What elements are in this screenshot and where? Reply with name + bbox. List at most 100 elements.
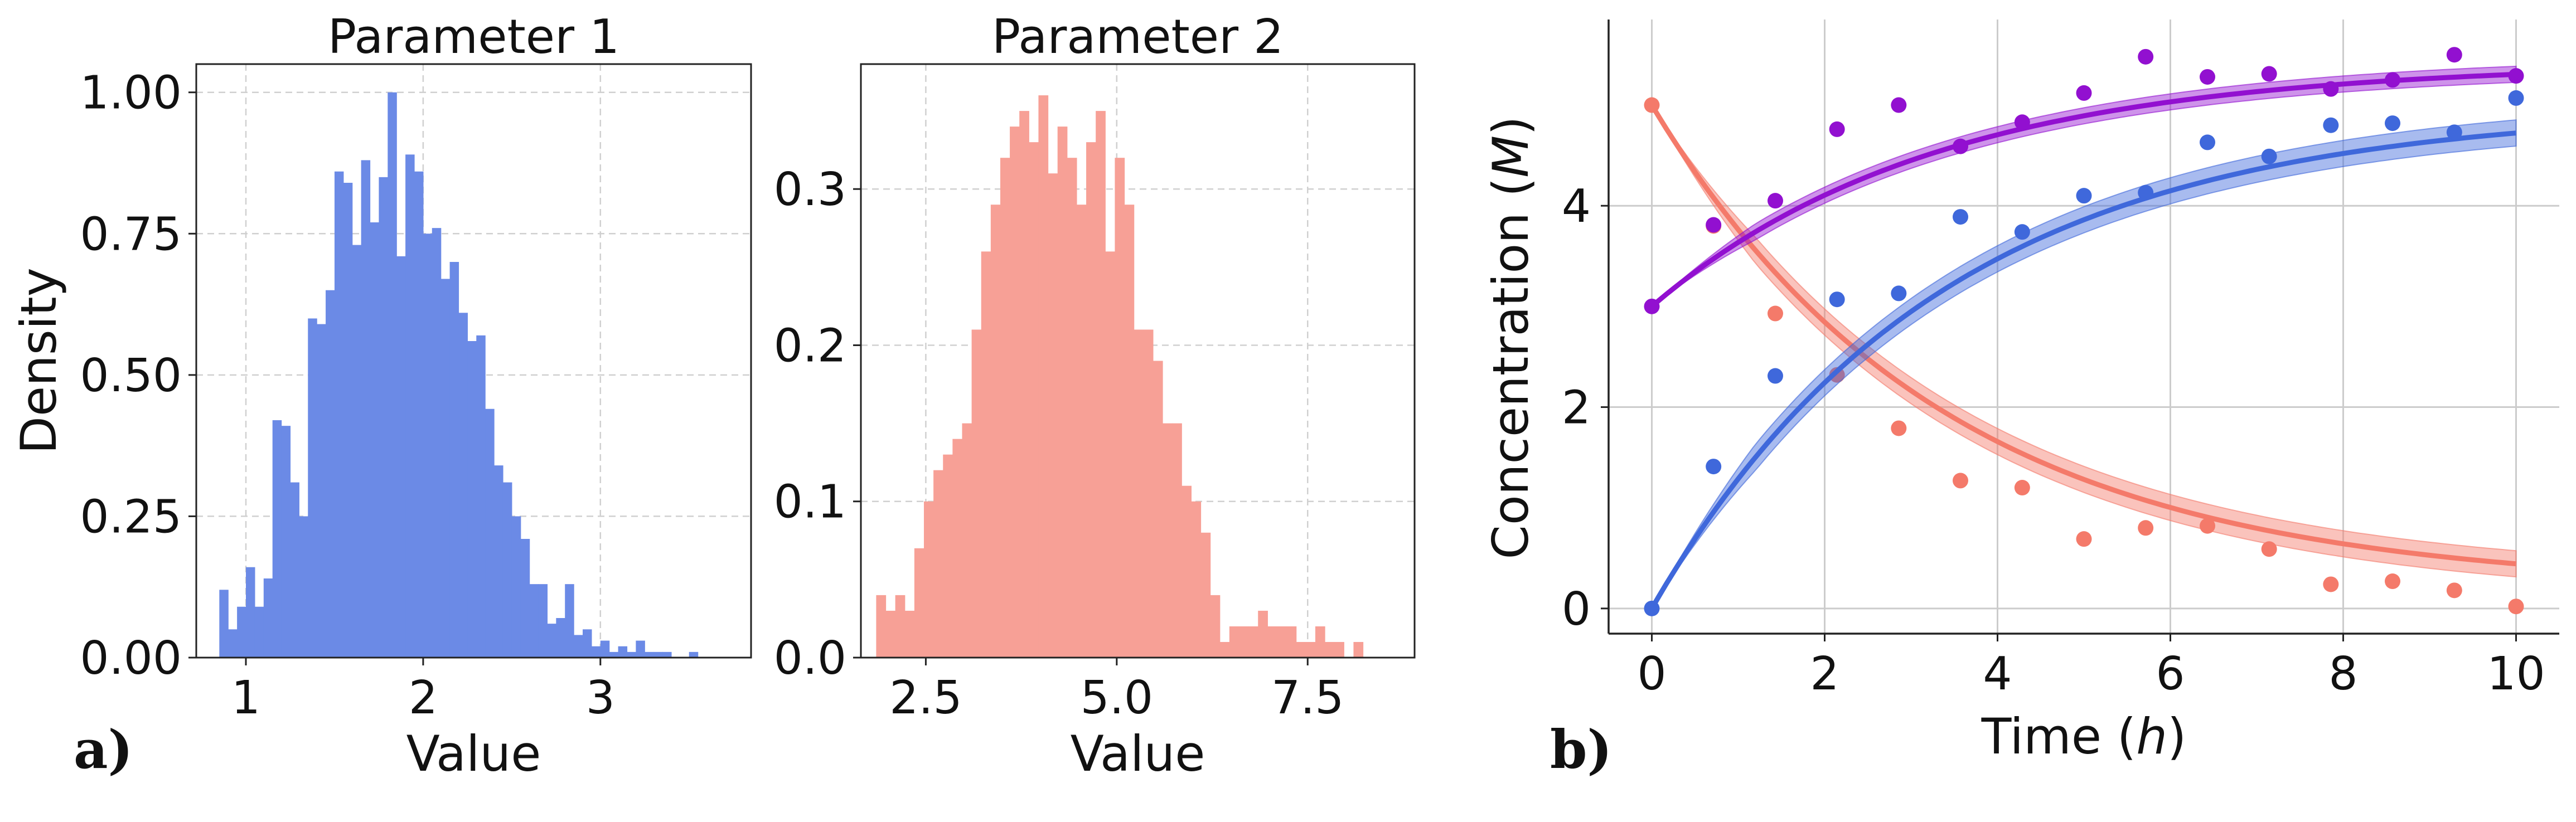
x-tick-label: 2 <box>409 672 438 724</box>
data-point <box>2385 72 2401 88</box>
y-axis-label: Concentration (M) <box>1482 116 1539 559</box>
data-point <box>1953 473 1969 489</box>
histogram-bar <box>1153 361 1163 658</box>
histogram-bar <box>254 606 264 658</box>
histogram-bar <box>1048 173 1058 658</box>
histogram-bar <box>458 313 468 658</box>
histogram-bar <box>662 651 672 658</box>
x-tick-label: 5.0 <box>1081 672 1153 724</box>
y-tick-label: 0.25 <box>80 490 182 543</box>
histogram-bar <box>1134 329 1144 658</box>
x-tick-label: 2.5 <box>889 672 962 724</box>
histogram-bar <box>1210 595 1221 658</box>
histogram-bar <box>1115 158 1125 658</box>
histogram-bar <box>440 279 451 658</box>
y-tick-label: 0.50 <box>80 349 182 402</box>
fit-line <box>1650 71 2516 309</box>
data-point <box>2014 480 2030 496</box>
concentration-time-plot: 0 2 4 6 8 10 0 2 4 Time (h) Concentration (M) <box>1482 20 2559 765</box>
histogram-bar <box>1172 423 1182 658</box>
histogram-bar <box>1334 641 1344 658</box>
y-tick-label: 0.2 <box>774 319 846 372</box>
histogram-parameter-1: 1 2 3 0.00 0.25 0.50 0.75 1.00 Parameter 1 Value D… <box>10 9 752 782</box>
fit-line <box>1649 130 2516 610</box>
data-point <box>1953 138 1969 154</box>
histogram-bar <box>520 539 530 658</box>
histogram-bar <box>1086 142 1096 658</box>
histogram-bar <box>1353 641 1364 658</box>
histogram-bar <box>511 516 521 658</box>
x-tick-label: 2 <box>1810 648 1839 701</box>
x-tick-label: 3 <box>586 672 615 724</box>
data-point <box>1767 368 1783 384</box>
data-point <box>2446 47 2462 63</box>
confidence-band <box>1651 105 2517 578</box>
histogram-bar <box>388 92 397 658</box>
histogram-bar <box>432 228 442 658</box>
data-point <box>1767 193 1783 209</box>
histogram-bar <box>1325 641 1335 658</box>
data-point <box>2385 115 2401 132</box>
data-point <box>2138 48 2154 65</box>
panel-label-a: a) <box>74 719 133 781</box>
histogram-bar <box>1258 610 1268 658</box>
histogram-bar <box>352 245 362 658</box>
chart-title: Parameter 2 <box>992 9 1284 65</box>
data-point <box>1644 298 1660 314</box>
series-A <box>1644 97 2524 615</box>
histogram-bar <box>423 234 433 658</box>
data-point <box>2446 582 2462 599</box>
data-point <box>2261 541 2277 557</box>
histogram-bar <box>1286 626 1297 658</box>
data-point <box>1891 285 1907 301</box>
histogram-bar <box>914 548 924 658</box>
data-point <box>2508 90 2524 106</box>
histogram-bar <box>1038 95 1049 658</box>
axes-frame <box>195 63 752 659</box>
histogram-bar <box>476 335 486 658</box>
histogram-bar <box>1182 485 1192 658</box>
histogram-bar <box>574 635 583 658</box>
x-tick-label: 10 <box>2487 648 2545 701</box>
histogram-bar <box>981 251 991 658</box>
histogram-bar <box>1143 329 1154 658</box>
histogram-bar <box>494 465 503 658</box>
histogram-bar <box>943 454 953 658</box>
histogram-bar <box>219 590 229 658</box>
data-point <box>1829 121 1845 137</box>
data-point <box>2076 531 2092 547</box>
data-point <box>2076 188 2092 204</box>
data-point <box>2508 599 2524 615</box>
data-point <box>2014 114 2030 130</box>
data-point <box>1706 459 1722 475</box>
histogram-bar <box>1076 205 1087 658</box>
histogram-bar <box>485 408 495 658</box>
data-point <box>2323 117 2339 133</box>
x-axis-label: Value <box>1071 725 1205 782</box>
fit-line <box>1649 104 2516 567</box>
histogram-bar <box>467 341 477 658</box>
y-tick-label: 0.0 <box>774 632 846 685</box>
histogram-bar <box>565 584 574 658</box>
histogram-bar <box>449 262 459 658</box>
histogram-bar <box>299 516 308 658</box>
data-point <box>1891 420 1907 436</box>
histogram-bar <box>627 651 636 658</box>
data-point <box>1706 217 1722 233</box>
histogram-bar <box>414 171 424 658</box>
data-point <box>1891 97 1907 113</box>
data-point <box>1644 600 1660 616</box>
histogram-bar <box>1067 158 1077 658</box>
histogram-bar <box>1248 626 1258 658</box>
data-point <box>1644 97 1660 113</box>
data-point <box>2508 68 2524 84</box>
histogram-bar <box>591 646 601 658</box>
chart-title: Parameter 1 <box>328 9 619 65</box>
x-tick-label: 0 <box>1637 648 1666 701</box>
histogram-bar <box>1105 251 1116 658</box>
histogram-bar <box>290 482 299 658</box>
histogram-bar <box>1191 501 1202 658</box>
histogram-bar <box>361 160 371 658</box>
histogram-bar <box>645 651 654 658</box>
